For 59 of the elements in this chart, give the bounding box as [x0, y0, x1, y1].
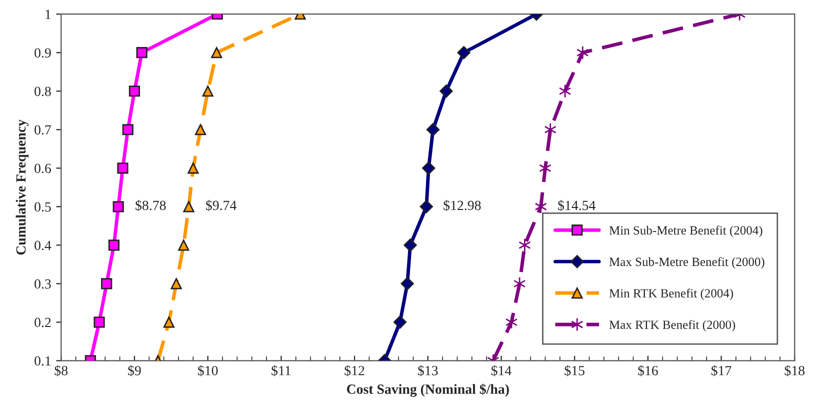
point — [183, 201, 194, 212]
y-tick-label: 0.5 — [34, 202, 51, 212]
point — [188, 162, 199, 174]
annotation: $8.78 — [136, 200, 166, 212]
point — [404, 238, 417, 252]
point — [94, 316, 105, 328]
point — [400, 277, 414, 290]
x-tick-label: $18 — [784, 365, 805, 376]
point — [457, 46, 470, 60]
y-tick-label: 0.3 — [34, 279, 51, 289]
x-tick-label: $16 — [638, 365, 658, 376]
legend-label: Min RTK Benefit (2004) — [609, 288, 734, 300]
x-tick-label: $15 — [564, 365, 584, 376]
point — [518, 238, 531, 252]
legend-label: Min Sub-Metre Benefit (2004) — [609, 226, 762, 238]
point — [440, 84, 453, 98]
x-tick-label: $14 — [491, 365, 512, 376]
point — [178, 240, 190, 251]
point — [393, 316, 407, 329]
point — [576, 46, 589, 60]
point — [117, 162, 128, 174]
point — [202, 86, 214, 97]
annotation: $12.98 — [444, 200, 481, 212]
point — [112, 201, 124, 212]
y-tick-label: 0.9 — [34, 48, 51, 58]
point — [170, 278, 182, 290]
annotation: $14.54 — [558, 200, 596, 212]
x-axis-title: Cost Saving (Nominal $/ha) — [346, 384, 509, 397]
x-tick-label: $12 — [344, 365, 364, 376]
y-tick-label: 0.6 — [34, 164, 51, 174]
x-tick-label: $8 — [54, 365, 68, 376]
point — [101, 278, 112, 290]
point — [426, 123, 440, 136]
legend-label: Max Sub-Metre Benefit (2000) — [609, 257, 764, 269]
y-tick-label: 1 — [46, 10, 51, 19]
y-tick-label: 0.4 — [34, 240, 52, 250]
y-tick-label: 0.1 — [34, 356, 51, 366]
y-tick-label: 0.8 — [34, 86, 51, 96]
x-tick-label: $9 — [128, 365, 141, 376]
point — [420, 200, 433, 214]
x-tick-label: $10 — [198, 365, 218, 376]
y-axis-title: Cumulative Frequency — [16, 120, 28, 255]
x-tick-label: $13 — [418, 365, 438, 376]
point — [513, 276, 526, 291]
point — [128, 86, 140, 97]
legend-label: Max RTK Benefit (2000) — [609, 320, 736, 332]
point — [194, 124, 206, 136]
point — [163, 316, 175, 328]
annotation: $9.74 — [206, 200, 236, 212]
point — [422, 162, 436, 175]
point — [211, 47, 222, 58]
y-tick-label: 0.7 — [34, 125, 52, 135]
x-tick-label: $17 — [711, 365, 732, 376]
point — [122, 124, 134, 136]
y-tick-label: 0.2 — [34, 318, 51, 328]
x-tick-label: $11 — [272, 365, 290, 376]
point — [108, 240, 120, 251]
point — [136, 47, 148, 58]
point — [544, 122, 556, 137]
